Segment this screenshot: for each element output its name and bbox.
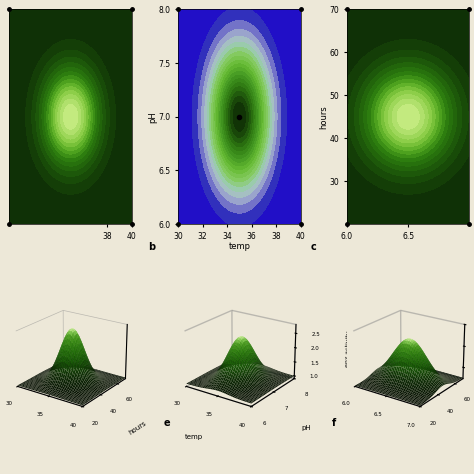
- Text: c: c: [310, 242, 316, 252]
- X-axis label: temp: temp: [228, 242, 250, 251]
- Y-axis label: pH: pH: [148, 111, 157, 123]
- Text: f: f: [332, 418, 337, 428]
- Y-axis label: pH: pH: [301, 425, 311, 431]
- Text: e: e: [164, 418, 170, 428]
- Y-axis label: hours: hours: [128, 420, 147, 436]
- Y-axis label: hours: hours: [319, 105, 328, 128]
- Text: b: b: [148, 242, 155, 252]
- X-axis label: temp: temp: [185, 434, 203, 440]
